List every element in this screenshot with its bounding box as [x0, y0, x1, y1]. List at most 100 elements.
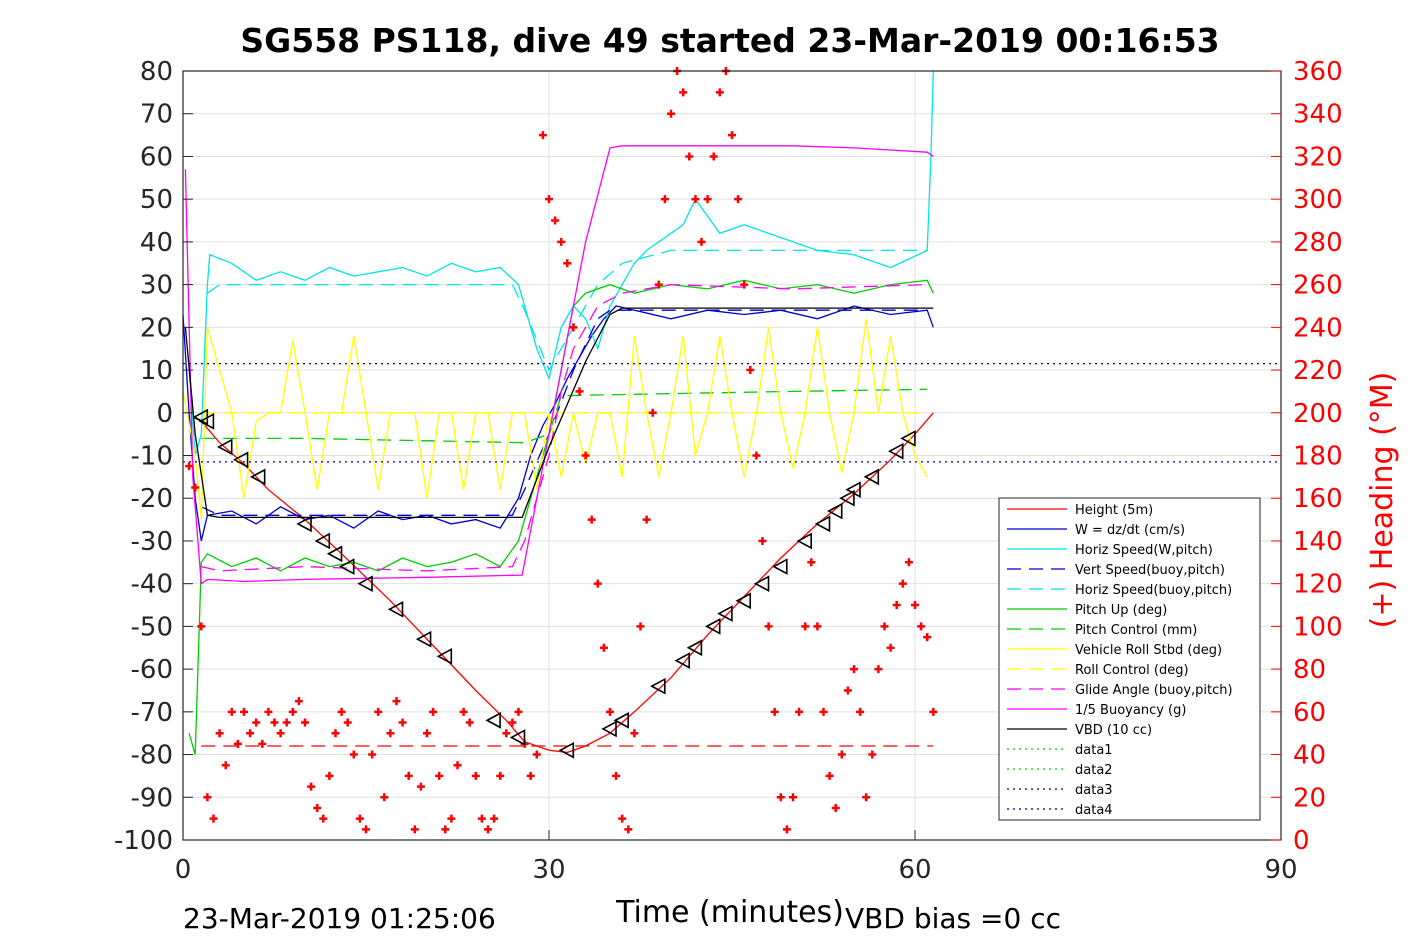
heading-point — [471, 771, 480, 780]
heading-point — [819, 707, 828, 716]
legend-label: data3 — [1075, 783, 1113, 798]
x-tick-label: 90 — [1264, 855, 1297, 885]
heading-point — [288, 707, 297, 716]
heading-point — [380, 793, 389, 802]
series-line — [184, 307, 934, 519]
legend-box — [998, 497, 1261, 821]
heading-point — [813, 622, 822, 631]
chart-title: SG558 PS118, dive 49 started 23-Mar-2019… — [240, 21, 1219, 60]
triangle-marker — [387, 600, 404, 618]
heading-point — [740, 280, 749, 289]
x-tick-label: 30 — [532, 855, 565, 885]
triangle-marker — [650, 677, 666, 695]
y-tick-label: 30 — [140, 271, 173, 301]
series-line — [201, 283, 928, 572]
heading-point — [429, 707, 438, 716]
y-right-tick-label: 320 — [1293, 142, 1343, 172]
heading-point — [441, 825, 450, 834]
series-line — [182, 305, 934, 542]
heading-point — [911, 601, 919, 610]
heading-point — [392, 697, 401, 706]
legend-label: Horiz Speed(W,pitch) — [1075, 543, 1213, 558]
y-right-tick-label: 60 — [1293, 698, 1326, 728]
triangle-marker — [735, 592, 751, 610]
heading-point — [423, 729, 431, 738]
heading-point — [917, 622, 926, 631]
heading-point — [319, 814, 328, 823]
heading-point — [508, 718, 517, 727]
heading-point — [575, 387, 584, 396]
heading-point — [856, 707, 865, 716]
footer-vbd-bias: VBD bias =0 cc — [845, 902, 1061, 935]
axes: -100-90-80-70-60-50-40-30-20-10010203040… — [114, 57, 1343, 885]
heading-point — [862, 793, 871, 802]
triangle-marker — [845, 481, 861, 499]
y-right-tick-label: 40 — [1293, 741, 1326, 771]
heading-point — [532, 750, 541, 759]
series-line — [192, 412, 934, 754]
triangle-marker — [814, 515, 831, 533]
heading-point — [301, 718, 309, 727]
heading-point — [459, 707, 468, 716]
series-layer — [182, 67, 1281, 834]
triangle-marker — [296, 515, 312, 533]
y-tick-label: 40 — [140, 228, 173, 258]
triangle-marker — [613, 712, 629, 729]
triangle-marker — [839, 489, 855, 507]
triangle-marker — [705, 618, 721, 635]
series-line — [201, 388, 928, 444]
triangle-marker — [198, 412, 215, 430]
heading-point — [606, 707, 614, 716]
heading-point — [764, 622, 773, 631]
heading-point — [770, 707, 779, 716]
heading-point — [484, 825, 492, 834]
y-right-tick-label: 120 — [1293, 570, 1343, 600]
heading-point — [636, 622, 645, 631]
heading-point — [728, 131, 736, 140]
triangle-marker — [772, 558, 788, 575]
heading-point — [551, 216, 560, 225]
heading-point — [587, 515, 596, 524]
y-right-tick-label: 300 — [1293, 185, 1343, 215]
heading-point — [929, 707, 938, 716]
right-axis-label: (+) Heading (°M) — [1365, 372, 1400, 629]
y-right-tick-label: 100 — [1293, 612, 1343, 642]
heading-point — [703, 195, 712, 204]
y-tick-label: -50 — [131, 612, 173, 642]
y-tick-label: -10 — [131, 442, 173, 472]
heading-point — [227, 707, 236, 716]
y-tick-label: -80 — [131, 741, 173, 771]
x-tick-label: 60 — [898, 855, 931, 885]
y-right-tick-label: 260 — [1293, 271, 1343, 301]
heading-point — [404, 771, 413, 780]
heading-point — [185, 462, 194, 471]
heading-point — [850, 665, 858, 674]
y-tick-label: -40 — [131, 570, 173, 600]
heading-point — [648, 408, 657, 417]
legend-label: Horiz Speed(buoy,pitch) — [1075, 583, 1232, 598]
triangle-marker — [357, 575, 373, 593]
y-right-tick-label: 20 — [1293, 783, 1326, 813]
y-tick-label: -60 — [131, 655, 173, 685]
heading-point — [203, 793, 212, 802]
series-line — [184, 145, 934, 585]
heading-point — [697, 237, 706, 246]
triangle-marker — [717, 605, 733, 622]
legend-label: Pitch Control (mm) — [1075, 623, 1197, 638]
heading-point — [746, 366, 755, 375]
heading-point — [496, 771, 505, 780]
triangle-marker — [415, 630, 432, 648]
heading-point — [502, 729, 511, 738]
heading-point — [715, 88, 724, 97]
x-axis-label: Time (minutes) — [615, 895, 844, 930]
y-right-tick-label: 240 — [1293, 313, 1343, 343]
triangle-marker — [232, 451, 249, 469]
y-tick-label: -90 — [131, 783, 173, 813]
legend-label: Vert Speed(buoy,pitch) — [1075, 563, 1225, 578]
heading-point — [477, 814, 486, 823]
heading-point — [313, 803, 322, 812]
heading-point — [374, 707, 383, 716]
heading-point — [215, 729, 224, 738]
y-tick-label: 10 — [140, 356, 173, 386]
heading-point — [709, 152, 718, 161]
